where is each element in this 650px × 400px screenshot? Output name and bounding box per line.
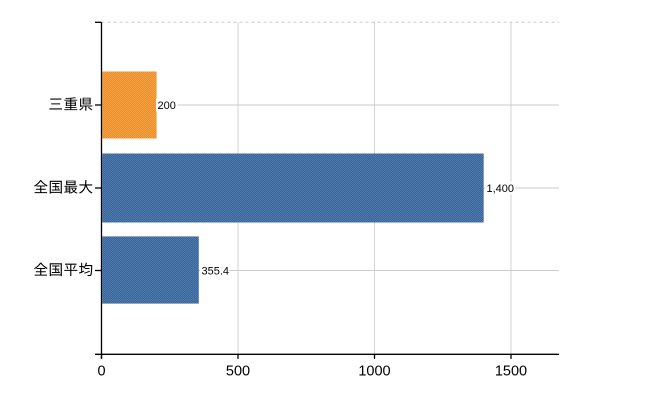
svg-text:1000: 1000 [358, 363, 390, 379]
svg-text:0: 0 [97, 363, 105, 379]
svg-text:355.4: 355.4 [202, 266, 230, 278]
svg-text:500: 500 [226, 363, 250, 379]
svg-text:1500: 1500 [495, 363, 527, 379]
svg-text:200: 200 [158, 100, 176, 112]
svg-text:1,400: 1,400 [487, 183, 515, 195]
